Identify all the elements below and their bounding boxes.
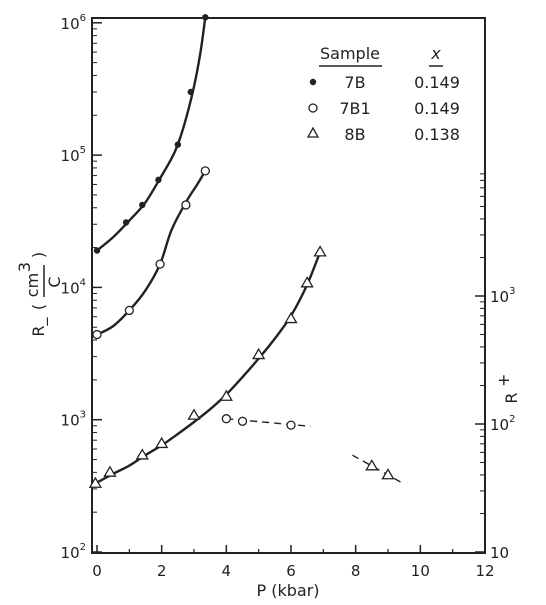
data-point-open-triangle (135, 448, 149, 460)
data-point-open-triangle (300, 276, 314, 288)
data-point-filled-circle (93, 247, 101, 254)
data-point-open-circle (181, 200, 191, 210)
left-y-tick-label: 106 (61, 13, 86, 33)
left-y-title-unit-num: cm (23, 273, 42, 297)
legend-sample-7b: 7B (344, 73, 365, 92)
left-y-tick-label: 102 (61, 542, 86, 562)
x-tick-label: 10 (411, 562, 430, 580)
right-y-axis-title: R + (494, 374, 521, 404)
data-point-open-circle (221, 414, 231, 424)
data-point-open-circle (124, 305, 134, 316)
right-y-tick-label: 102 (490, 414, 515, 434)
data-point-open-triangle (252, 347, 266, 360)
data-point-open-circle (237, 416, 248, 426)
data-point-open-triangle (381, 468, 395, 480)
data-point-open-triangle (88, 476, 103, 488)
plot-frame (91, 17, 486, 554)
left-y-title-unit-exp: 3 (15, 262, 34, 272)
left-y-tick-label: 104 (61, 277, 86, 297)
legend-header-x: x (430, 44, 441, 63)
left-y-title-main: R_ (29, 316, 49, 336)
right-y-title-main: R (502, 392, 521, 403)
data-point-open-triangle (187, 408, 201, 420)
x-tick-label: 2 (157, 562, 167, 580)
data-point-filled-circle (202, 14, 209, 21)
x-axis-title: P (kbar) (256, 581, 319, 600)
data-point-open-circle (92, 329, 102, 340)
left-y-tick-label: 105 (61, 145, 86, 165)
data-point-filled-circle (122, 219, 130, 226)
left-y-title-paren-close: ) (29, 252, 48, 258)
data-point-filled-circle (187, 88, 194, 96)
legend-sample-8b: 8B (344, 125, 365, 144)
x-axis-ticks: 0 2 4 6 8 10 12 (92, 545, 495, 580)
legend-marker-filled-circle (309, 78, 317, 86)
dashed-trend-line (226, 418, 311, 427)
x-tick-label: 8 (351, 562, 361, 580)
data-point-open-triangle (284, 311, 298, 324)
legend-marker-open-circle (308, 103, 318, 113)
right-y-tick-label: 103 (490, 286, 515, 306)
data-point-filled-circle (139, 201, 146, 209)
x-tick-label: 12 (475, 562, 494, 580)
legend-sample-7b1: 7B1 (339, 99, 370, 118)
data-point-open-triangle (103, 465, 117, 477)
data-point-open-triangle (313, 245, 327, 257)
right-y-axis-ticks: 10 102 103 (475, 173, 515, 562)
legend-x-7b1: 0.149 (414, 99, 460, 118)
data-point-open-circle (286, 420, 296, 430)
data-markers (88, 14, 395, 488)
x-tick-label: 6 (286, 562, 296, 580)
legend-x-8b: 0.138 (414, 125, 460, 144)
dashed-trend-line (352, 454, 405, 485)
left-y-title-paren-open: ( (29, 304, 48, 310)
data-point-open-triangle (365, 459, 379, 471)
data-point-open-triangle (219, 389, 233, 401)
data-point-open-triangle (155, 436, 169, 449)
left-y-tick-label: 103 (61, 410, 86, 430)
left-y-axis-title: R_ ( cm 3 C ) (15, 252, 64, 337)
legend-x-7b: 0.149 (414, 73, 460, 92)
left-y-axis-ticks: 102 103 104 105 106 (61, 13, 102, 562)
fit-curve (96, 17, 207, 252)
legend-marker-open-triangle (306, 126, 320, 138)
right-y-tick-label: 10 (490, 544, 509, 562)
data-point-open-circle (200, 166, 210, 176)
data-point-filled-circle (174, 141, 182, 148)
left-y-title-unit-den: C (45, 276, 64, 287)
data-point-open-circle (155, 259, 165, 269)
data-point-filled-circle (155, 176, 162, 184)
x-tick-label: 0 (92, 562, 102, 580)
legend: Sample x 7B 0.149 7B1 0.149 8B 0.138 (306, 44, 460, 144)
x-tick-label: 4 (222, 562, 232, 580)
legend-header-sample: Sample (320, 44, 380, 63)
right-y-title-sub: + (494, 374, 513, 387)
